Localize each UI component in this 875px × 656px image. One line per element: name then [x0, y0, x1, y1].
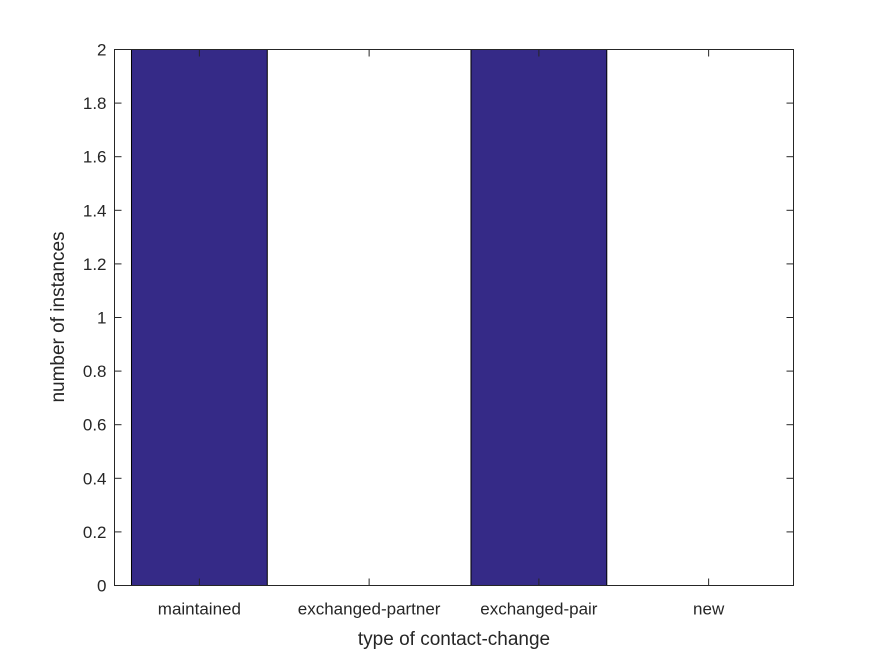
x-tick-label: exchanged-pair [480, 600, 598, 619]
y-tick-label: 0.8 [83, 362, 107, 381]
y-tick-label: 1.2 [83, 255, 107, 274]
y-tick-label: 2 [97, 41, 106, 60]
x-tick-label: new [693, 600, 725, 619]
x-tick-label: exchanged-partner [298, 600, 441, 619]
y-axis-label: number of instances [48, 231, 69, 402]
y-tick-label: 0 [97, 577, 106, 596]
y-tick-label: 1.6 [83, 148, 107, 167]
y-tick-label: 1.8 [83, 94, 107, 113]
x-axis-label: type of contact-change [358, 629, 550, 650]
y-tick-label: 0.4 [83, 469, 107, 488]
y-tick-label: 0.6 [83, 416, 107, 435]
x-tick-label: maintained [158, 600, 241, 619]
y-tick-label: 1 [97, 309, 106, 328]
bar-maintained [130, 49, 268, 586]
bar-exchanged-pair [470, 49, 608, 586]
bars [130, 49, 608, 586]
x-axis: maintained exchanged-partner exchanged-pai… [158, 49, 725, 619]
y-tick-label: 1.4 [83, 201, 107, 220]
y-tick-label: 0.2 [83, 523, 107, 542]
y-axis: 0 0.2 0.4 0.6 0.8 1 1.2 1.4 1.6 1.8 2 [83, 41, 794, 596]
